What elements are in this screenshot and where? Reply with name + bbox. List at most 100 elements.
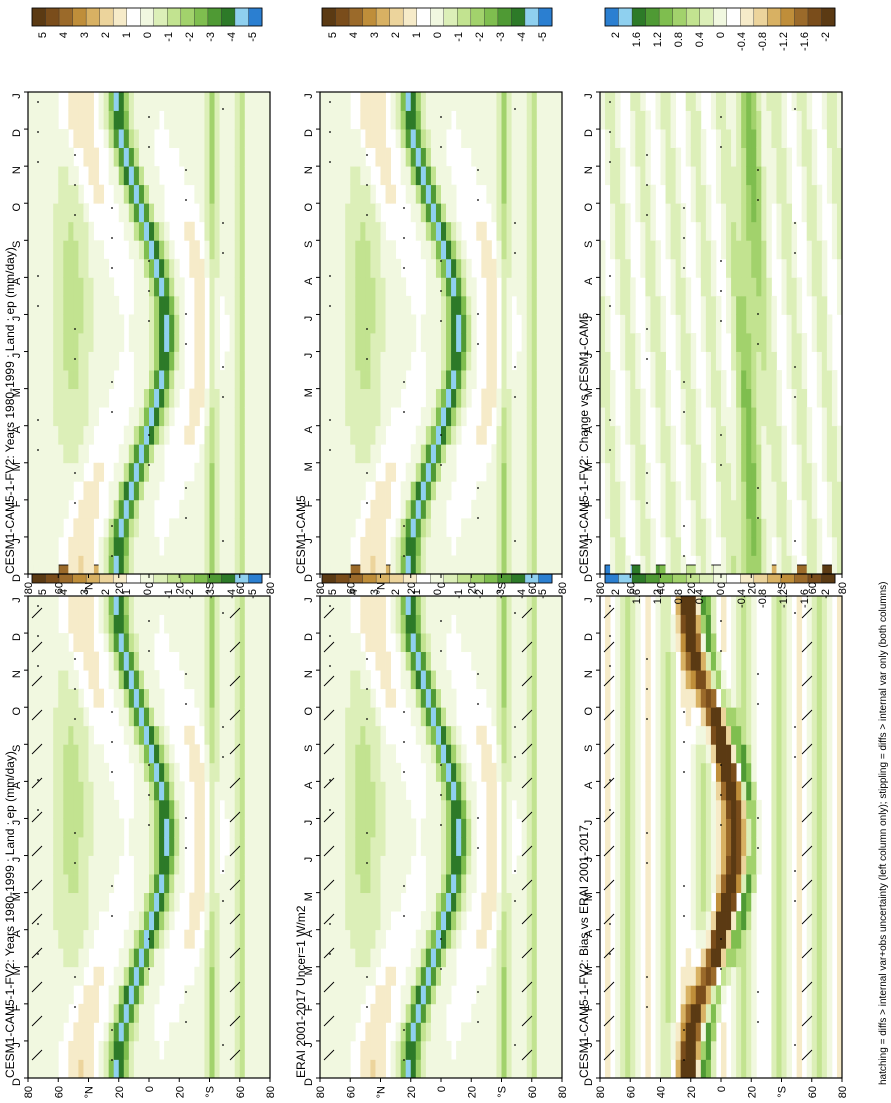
heatmap-cell: [375, 799, 381, 819]
heatmap-cell: [486, 1040, 492, 1060]
heatmap-cell: [645, 911, 651, 931]
heatmap-cell: [536, 670, 543, 690]
heatmap-cell: [400, 129, 407, 149]
heatmap-cell: [355, 799, 361, 819]
heatmap-cell: [249, 985, 256, 1005]
heatmap-cell: [53, 874, 59, 894]
heatmap-cell: [234, 744, 241, 764]
heatmap-cell: [78, 892, 84, 912]
stipple-dot: [222, 108, 224, 110]
heatmap-cell: [546, 221, 553, 241]
heatmap-cell: [635, 614, 641, 634]
heatmap-cell: [521, 837, 528, 856]
heatmap-cell: [224, 744, 231, 764]
heatmap-cell: [546, 518, 553, 538]
heatmap-cell: [38, 481, 44, 501]
heatmap-cell: [68, 707, 74, 727]
heatmap-cell: [516, 855, 523, 875]
heatmap-cell: [350, 258, 356, 278]
heatmap-cell: [486, 874, 492, 894]
heatmap-cell: [259, 762, 266, 782]
month-tick-label: A: [303, 781, 315, 789]
heatmap-cell: [68, 425, 74, 445]
heatmap-cell: [159, 295, 165, 315]
heatmap-cell: [219, 536, 226, 556]
heatmap-cell: [430, 744, 437, 764]
heatmap-cell: [521, 929, 528, 949]
heatmap-cell: [420, 481, 427, 501]
heatmap-cell: [123, 92, 130, 111]
heatmap-cell: [491, 333, 497, 352]
colorbar-label: 0: [432, 32, 444, 38]
heatmap-cell: [33, 407, 39, 427]
heatmap-cell: [199, 837, 205, 856]
heatmap-cell: [350, 911, 356, 931]
heatmap-cell: [138, 929, 145, 949]
heatmap-cell: [375, 596, 381, 615]
heatmap-cell: [154, 425, 160, 445]
heatmap-cell: [415, 670, 422, 690]
heatmap-cell: [615, 596, 621, 615]
stipple-dot: [477, 517, 479, 519]
heatmap-cell: [471, 147, 477, 167]
heatmap-cell: [83, 799, 89, 819]
heatmap-cell: [234, 688, 241, 708]
heatmap-cell: [496, 258, 502, 278]
heatmap-cell: [521, 481, 528, 501]
heatmap-cell: [541, 818, 548, 838]
heatmap-cell: [154, 314, 160, 334]
heatmap-cell: [325, 688, 331, 708]
heatmap-cell: [154, 240, 160, 260]
heatmap-cell: [209, 688, 215, 708]
heatmap-cell: [655, 837, 661, 856]
heatmap-cell: [159, 762, 165, 782]
heatmap-cell: [53, 929, 59, 949]
heatmap-cell: [531, 203, 538, 223]
heatmap-cell: [264, 818, 271, 838]
heatmap-cell: [209, 911, 215, 931]
heatmap-cell: [214, 129, 220, 149]
heatmap-cell: [541, 221, 548, 241]
heatmap-cell: [526, 799, 533, 819]
heatmap-cell: [133, 221, 140, 241]
colorbar-swatch: [321, 7, 337, 27]
heatmap-cell: [244, 203, 251, 223]
heatmap-cell: [365, 929, 371, 949]
heatmap-cell: [395, 1059, 402, 1079]
heatmap-cell: [219, 203, 226, 223]
heatmap-cell: [355, 762, 361, 782]
heatmap-cell: [320, 651, 326, 671]
heatmap-cell: [430, 370, 437, 390]
heatmap-cell: [456, 295, 462, 315]
heatmap-cell: [345, 670, 351, 690]
heatmap-cell: [43, 481, 49, 501]
heatmap-cell: [410, 1003, 417, 1023]
heatmap-cell: [83, 110, 89, 130]
heatmap-cell: [511, 147, 518, 167]
heatmap-cell: [244, 596, 251, 615]
heatmap-cell: [546, 725, 553, 745]
heatmap-cell: [169, 799, 175, 819]
heatmap-cell: [526, 948, 533, 968]
colorbar-label: 0: [142, 32, 154, 38]
heatmap-cell: [521, 295, 528, 315]
heatmap-cell: [350, 444, 356, 464]
heatmap-cell: [28, 874, 34, 894]
heatmap-cell: [556, 407, 563, 427]
heatmap-cell: [506, 277, 512, 297]
stipple-dot: [403, 885, 405, 887]
heatmap-cell: [63, 203, 69, 223]
heatmap-cell: [325, 1059, 331, 1079]
heatmap-cell: [194, 277, 200, 297]
heatmap-cell: [466, 892, 472, 912]
heatmap-cell: [68, 555, 74, 575]
heatmap-cell: [551, 799, 558, 819]
month-tick-label: J: [303, 316, 315, 322]
heatmap-cell: [169, 240, 175, 260]
heatmap-cell: [400, 314, 407, 334]
heatmap-cell: [83, 481, 89, 501]
heatmap-cell: [264, 874, 271, 894]
heatmap-cell: [425, 1059, 432, 1079]
heatmap-cell: [244, 614, 251, 634]
stipple-dot: [74, 832, 76, 834]
